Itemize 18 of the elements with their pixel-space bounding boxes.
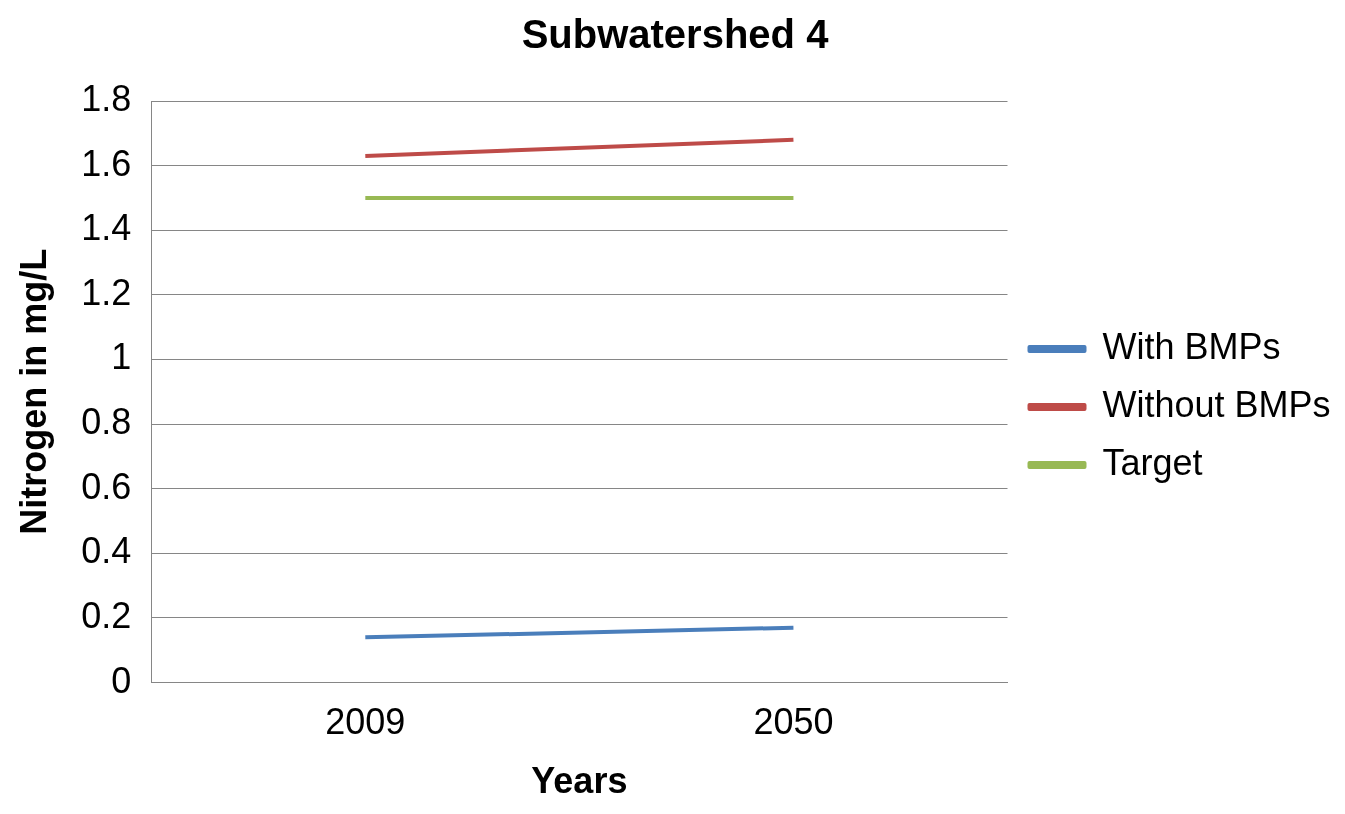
y-tick-label: 0.2 — [81, 594, 132, 636]
y-tick-label: 0.8 — [81, 401, 132, 443]
legend-label: Target — [1102, 441, 1203, 483]
chart-title: Subwatershed 4 — [521, 12, 830, 57]
y-axis-title: Nitrogen in mg/L — [12, 248, 54, 535]
x-tick-label: 2009 — [325, 701, 406, 743]
y-tick-label: 1.8 — [81, 77, 132, 119]
y-tick-label: 1 — [111, 336, 132, 378]
y-tick-label: 0.6 — [81, 465, 132, 507]
legend-label: Without BMPs — [1102, 383, 1331, 425]
y-tick-label: 1.2 — [81, 271, 132, 313]
y-tick-label: 1.6 — [81, 142, 132, 184]
x-axis-title: Years — [531, 760, 628, 802]
legend-label: With BMPs — [1102, 325, 1281, 367]
y-tick-label: 0 — [111, 659, 132, 701]
y-tick-label: 1.4 — [81, 207, 132, 249]
y-tick-label: 0.4 — [81, 530, 132, 572]
x-tick-label: 2050 — [753, 701, 834, 743]
